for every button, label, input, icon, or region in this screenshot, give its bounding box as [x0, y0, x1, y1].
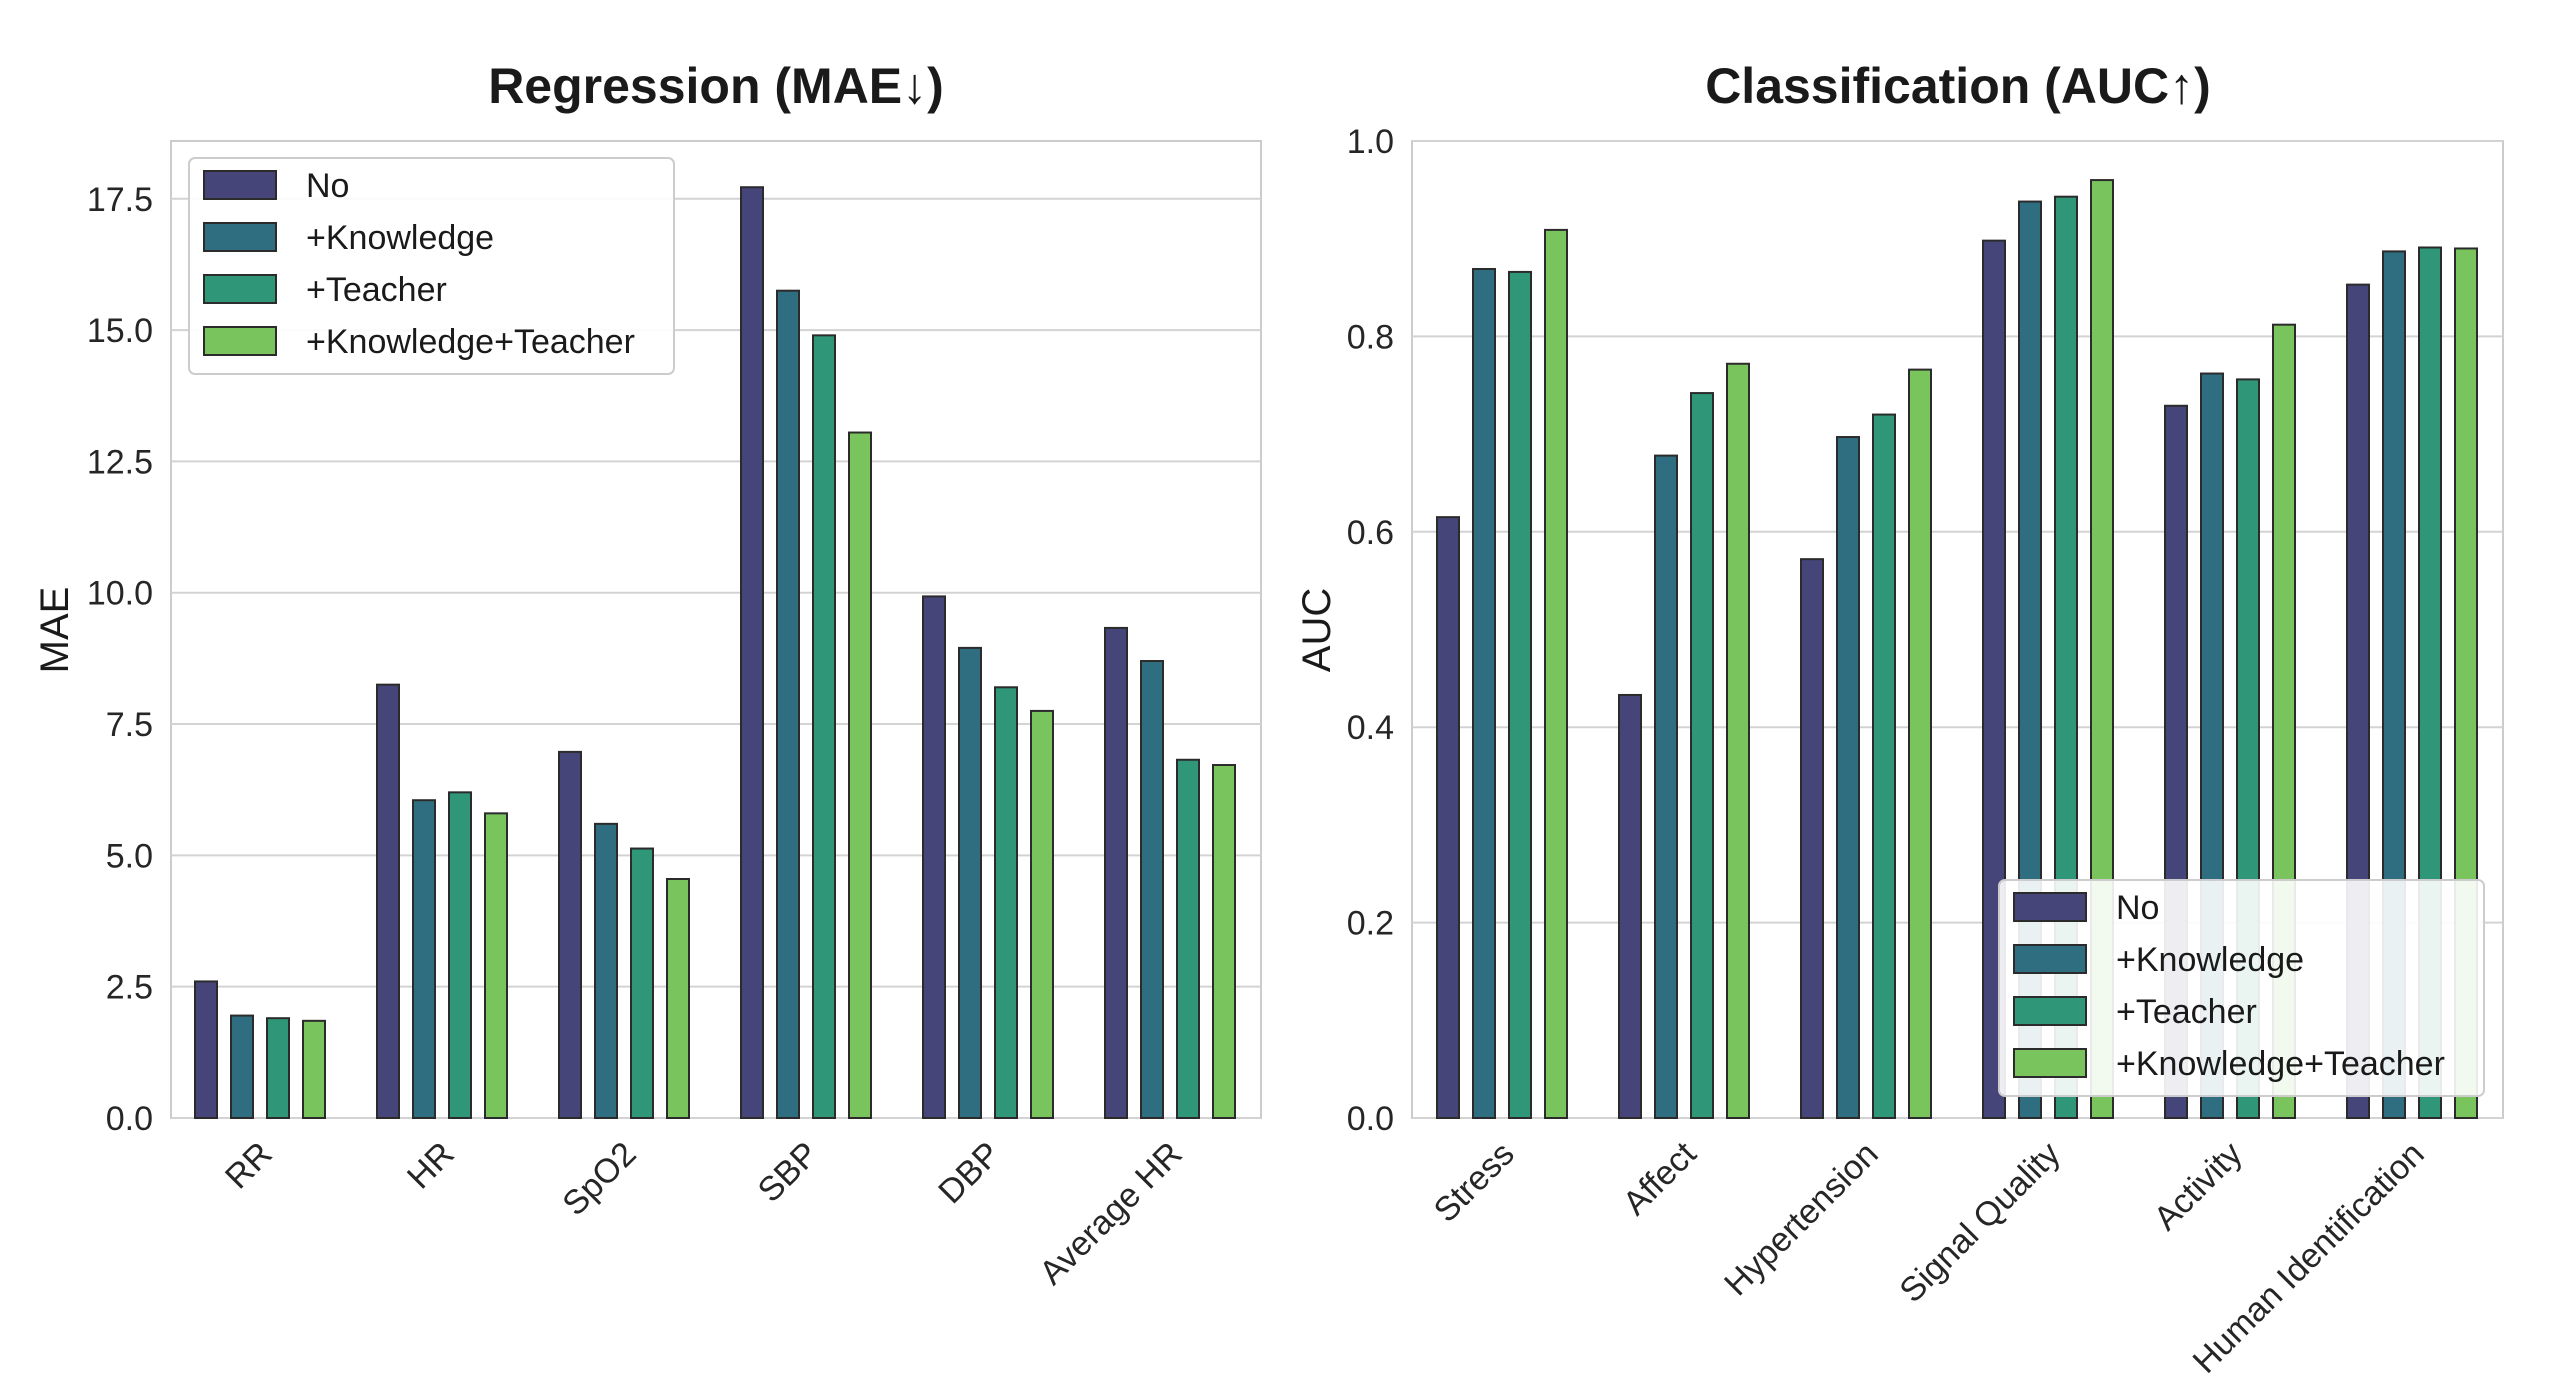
regression-bars: [194, 186, 1236, 1120]
classification-bar-teacher-hypertension: [1872, 413, 1896, 1119]
classification-x-ticks: Stress Affect Hypertension Signal Quality Ac…: [1427, 1134, 2432, 1380]
regression-legend-swatch: [203, 170, 277, 200]
classification-bar-knowledge-teacher-stress: [1544, 228, 1568, 1120]
regression-chart: Regression (MAE↓) MAE 0.0 2.5 5.0 7.5 10.0 12…: [33, 58, 1262, 1292]
classification-bar-knowledge-teacher-affect: [1726, 362, 1750, 1120]
regression-x-tick-label: SpO2: [555, 1135, 643, 1223]
regression-bar-knowledge-rr: [230, 1014, 254, 1119]
classification-legend-swatch: [2013, 996, 2087, 1026]
classification-legend-swatch: [2013, 1048, 2087, 1078]
regression-legend-box: [188, 157, 675, 375]
regression-y-tick-label: 7.5: [106, 706, 153, 744]
regression-y-tick-label: 15.0: [87, 312, 153, 350]
regression-bar-teacher-rr: [266, 1017, 290, 1119]
regression-bar-knowledge-average-hr: [1140, 660, 1164, 1119]
classification-legend: No+Knowledge+Teacher+Knowledge+Teacher: [1998, 879, 2485, 1097]
regression-bar-knowledge-teacher-spo2: [666, 878, 690, 1119]
regression-y-tick-label: 5.0: [106, 837, 153, 875]
regression-legend-label: +Knowledge+Teacher: [306, 323, 635, 361]
regression-y-tick-label: 0.0: [106, 1100, 153, 1138]
classification-bar-no-hypertension: [1800, 558, 1824, 1119]
regression-bar-teacher-average-hr: [1176, 758, 1200, 1119]
classification-x-tick-label: Activity: [2147, 1135, 2250, 1238]
regression-bar-knowledge-hr: [412, 799, 436, 1119]
regression-x-tick-label: RR: [218, 1135, 280, 1197]
classification-y-tick-label: 0.0: [1347, 1100, 1394, 1138]
classification-y-tick-label: 0.2: [1347, 905, 1394, 943]
regression-bar-knowledge-teacher-average-hr: [1212, 764, 1236, 1119]
classification-y-tick-label: 1.0: [1347, 123, 1394, 161]
regression-x-tick-label: HR: [400, 1135, 462, 1197]
regression-bar-no-rr: [194, 980, 218, 1119]
regression-y-tick-label: 12.5: [87, 443, 153, 481]
classification-x-tick-label: Signal Quality: [1892, 1135, 2067, 1310]
regression-legend-label: No: [306, 167, 349, 205]
regression-legend-label: +Knowledge: [306, 219, 494, 257]
regression-x-ticks: RR HR SpO2 SBP DBP Average HR: [218, 1135, 1190, 1292]
classification-legend-swatch: [2013, 944, 2087, 974]
classification-legend-label: +Knowledge+Teacher: [2116, 1045, 2445, 1083]
regression-bar-knowledge-sbp: [776, 289, 800, 1119]
classification-legend-label: +Knowledge: [2116, 941, 2304, 979]
regression-bar-teacher-hr: [448, 791, 472, 1119]
classification-bar-no-affect: [1618, 693, 1642, 1119]
classification-bar-teacher-affect: [1690, 392, 1714, 1120]
classification-bar-knowledge-stress: [1472, 267, 1496, 1119]
regression-legend-swatch: [203, 222, 277, 252]
classification-y-tick-label: 0.4: [1347, 709, 1394, 747]
regression-bar-no-dbp: [922, 595, 946, 1119]
classification-x-tick-label: Stress: [1427, 1135, 1522, 1230]
regression-bar-no-hr: [376, 683, 400, 1119]
regression-bar-knowledge-teacher-dbp: [1030, 709, 1054, 1120]
regression-bar-knowledge-teacher-sbp: [848, 431, 872, 1120]
regression-x-tick-label: Average HR: [1032, 1135, 1189, 1292]
classification-bar-teacher-stress: [1508, 270, 1532, 1119]
classification-legend-swatch: [2013, 892, 2087, 922]
classification-bar-knowledge-hypertension: [1836, 436, 1860, 1119]
regression-bar-knowledge-dbp: [958, 646, 982, 1119]
regression-y-tick-label: 2.5: [106, 969, 153, 1007]
regression-y-axis-label: MAE: [33, 587, 77, 674]
classification-y-axis-label: AUC: [1295, 588, 1339, 672]
classification-y-ticks: 0.0 0.2 0.4 0.6 0.8 1.0: [1347, 123, 1394, 1138]
regression-bar-no-average-hr: [1104, 626, 1128, 1119]
regression-bar-teacher-sbp: [812, 334, 836, 1119]
classification-chart: Classification (AUC↑) AUC 0.00.20.40.60.…: [1295, 58, 2504, 1381]
regression-x-tick-label: DBP: [931, 1135, 1007, 1211]
regression-legend: No+Knowledge+Teacher+Knowledge+Teacher: [188, 157, 675, 375]
classification-x-tick-label: Hypertension: [1717, 1135, 1886, 1304]
classification-bar-no-stress: [1436, 516, 1460, 1119]
regression-legend-swatch: [203, 274, 277, 304]
regression-bar-knowledge-teacher-rr: [302, 1019, 326, 1119]
classification-bar-knowledge-affect: [1654, 454, 1678, 1119]
regression-gridlines: [171, 197, 1261, 1119]
classification-title: Classification (AUC↑): [1705, 58, 2211, 114]
regression-y-tick-label: 17.5: [87, 181, 153, 219]
classification-bar-knowledge-teacher-hypertension: [1908, 368, 1932, 1120]
classification-y-tick-label: 0.6: [1347, 514, 1394, 552]
regression-title: Regression (MAE↓): [488, 58, 944, 114]
classification-x-tick-label: Affect: [1616, 1134, 1704, 1222]
regression-bar-teacher-dbp: [994, 686, 1018, 1119]
classification-legend-box: [1998, 879, 2485, 1097]
regression-legend-swatch: [203, 326, 277, 356]
regression-bar-teacher-spo2: [630, 847, 654, 1119]
regression-bar-knowledge-teacher-hr: [484, 812, 508, 1120]
regression-legend-label: +Teacher: [306, 271, 447, 309]
regression-bar-knowledge-spo2: [594, 822, 618, 1120]
classification-legend-label: +Teacher: [2116, 993, 2257, 1031]
regression-x-tick-label: SBP: [751, 1135, 826, 1210]
regression-y-tick-label: 10.0: [87, 575, 153, 613]
classification-legend-label: No: [2116, 889, 2159, 927]
regression-bar-no-sbp: [740, 186, 764, 1120]
classification-y-tick-label: 0.8: [1347, 318, 1394, 356]
regression-bar-no-spo2: [558, 750, 582, 1119]
regression-y-ticks: 0.0 2.5 5.0 7.5 10.0 12.5 15.0 17.5: [87, 181, 153, 1138]
